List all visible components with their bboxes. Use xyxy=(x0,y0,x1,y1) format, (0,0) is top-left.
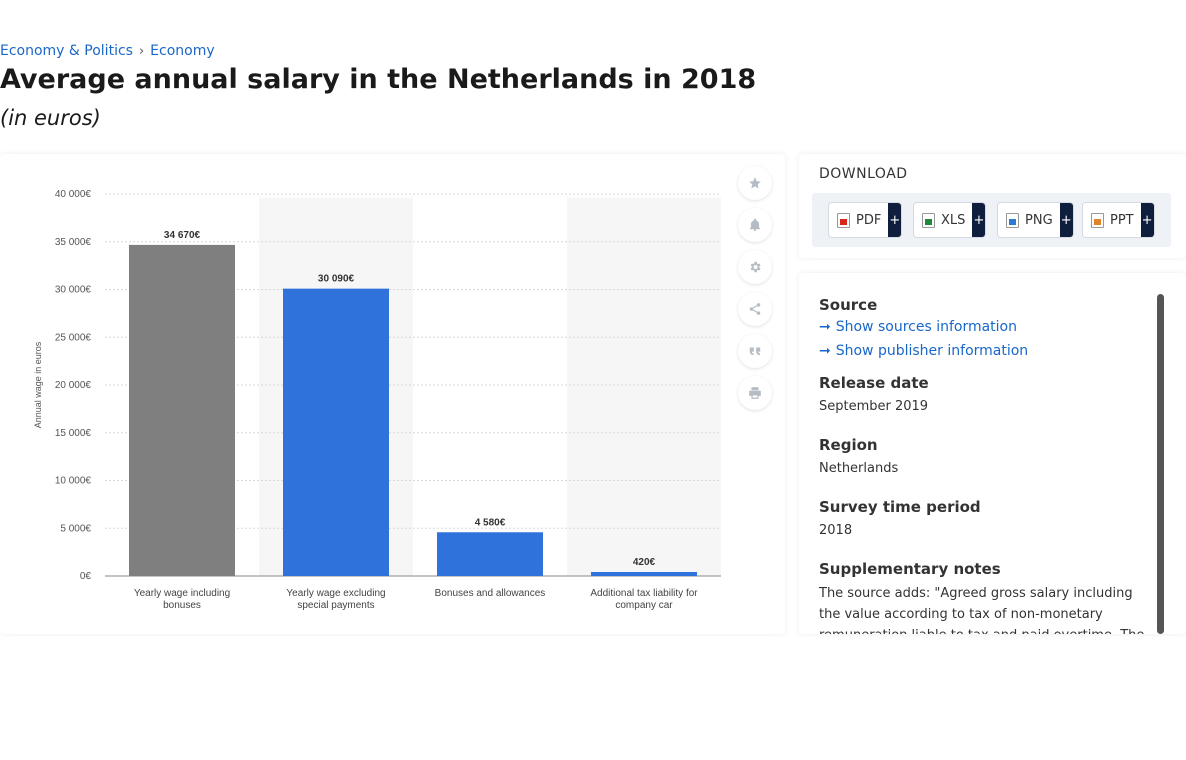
download-png-label: PNG xyxy=(1025,212,1053,228)
show-sources-label: Show sources information xyxy=(835,319,1017,335)
chart-toolbar xyxy=(738,166,772,410)
download-png-button[interactable]: PNG + xyxy=(998,203,1073,237)
y-tick-label: 35 000€ xyxy=(55,237,92,248)
settings-button[interactable] xyxy=(738,250,772,284)
download-pdf-button[interactable]: PDF + xyxy=(829,203,902,237)
download-xls-plus[interactable]: + xyxy=(972,203,986,237)
bar xyxy=(591,571,697,576)
x-tick-label: company car xyxy=(615,600,673,611)
star-icon xyxy=(749,177,761,189)
breadcrumb-economy[interactable]: Economy xyxy=(150,43,215,59)
breadcrumb-separator: › xyxy=(138,43,145,59)
y-tick-label: 30 000€ xyxy=(55,285,92,296)
show-publisher-label: Show publisher information xyxy=(835,343,1029,359)
chart-card: 0€ 5 000€ 10 000€ 15 000€ 20 000€ 25 000€ 30 0… xyxy=(0,154,785,634)
bar-chart: 0€ 5 000€ 10 000€ 15 000€ 20 000€ 25 000€ 30 0… xyxy=(33,189,721,611)
x-tick-label: Additional tax liability for xyxy=(590,588,698,599)
quote-icon xyxy=(749,347,761,356)
release-date-value: September 2019 xyxy=(819,399,929,414)
y-tick-label: 20 000€ xyxy=(55,380,92,391)
cite-button[interactable] xyxy=(738,334,772,368)
xls-file-icon xyxy=(922,212,935,228)
y-tick-label: 0€ xyxy=(80,571,92,582)
x-tick-label: special payments xyxy=(297,600,374,611)
ppt-file-icon xyxy=(1091,212,1104,228)
data-label: 420€ xyxy=(633,557,656,568)
y-tick-label: 10 000€ xyxy=(55,476,92,487)
info-card: Source ➞ Show sources information ➞ Show… xyxy=(799,273,1186,634)
notes-heading: Supplementary notes xyxy=(819,560,1001,578)
show-publisher-link[interactable]: ➞ Show publisher information xyxy=(819,339,1149,363)
info-scrollbar[interactable] xyxy=(1157,294,1164,634)
download-title: DOWNLOAD xyxy=(819,166,908,182)
y-tick-label: 5 000€ xyxy=(60,523,91,534)
download-xls-label: XLS xyxy=(941,212,966,228)
favorite-button[interactable] xyxy=(738,166,772,200)
arrow-right-icon: ➞ xyxy=(819,343,831,359)
share-icon xyxy=(749,303,761,315)
source-heading: Source xyxy=(819,296,878,314)
release-date-heading: Release date xyxy=(819,374,929,392)
category-band xyxy=(567,198,721,576)
breadcrumb: Economy & Politics › Economy xyxy=(0,43,215,59)
page-subtitle: (in euros) xyxy=(0,106,101,130)
download-buttons-row: PDF + XLS + PNG + PPT + xyxy=(812,193,1171,247)
x-tick-label: Bonuses and allowances xyxy=(435,588,546,599)
survey-period-heading: Survey time period xyxy=(819,498,981,516)
region-heading: Region xyxy=(819,436,878,454)
x-tick-label: bonuses xyxy=(163,600,201,611)
breadcrumb-economy-politics[interactable]: Economy & Politics xyxy=(0,43,133,59)
download-ppt-button[interactable]: PPT + xyxy=(1083,203,1154,237)
download-ppt-main: PPT xyxy=(1083,203,1141,237)
y-tick-label: 40 000€ xyxy=(55,189,92,200)
data-label: 30 090€ xyxy=(318,274,355,285)
x-tick-label: Yearly wage excluding xyxy=(286,588,385,599)
bell-icon xyxy=(749,218,761,231)
download-ppt-plus[interactable]: + xyxy=(1140,203,1154,237)
info-content: Source ➞ Show sources information ➞ Show… xyxy=(819,295,1149,634)
download-pdf-main: PDF xyxy=(829,203,888,237)
page-title: Average annual salary in the Netherlands… xyxy=(0,64,757,95)
y-tick-label: 15 000€ xyxy=(55,428,92,439)
png-file-icon xyxy=(1006,212,1019,228)
print-button[interactable] xyxy=(738,376,772,410)
notes-value: The source adds: "Agreed gross salary in… xyxy=(819,586,1144,634)
show-sources-link[interactable]: ➞ Show sources information xyxy=(819,315,1149,339)
download-xls-main: XLS xyxy=(914,203,972,237)
pdf-file-icon xyxy=(837,212,850,228)
share-button[interactable] xyxy=(738,292,772,326)
download-ppt-label: PPT xyxy=(1110,212,1134,228)
y-axis-title: Annual wage in euros xyxy=(33,341,43,428)
notification-button[interactable] xyxy=(738,208,772,242)
data-label: 34 670€ xyxy=(164,230,201,241)
download-pdf-label: PDF xyxy=(856,212,882,228)
bar xyxy=(129,244,235,576)
data-label: 4 580€ xyxy=(475,517,506,528)
survey-period-value: 2018 xyxy=(819,523,853,538)
download-png-plus[interactable]: + xyxy=(1059,203,1073,237)
download-xls-button[interactable]: XLS + xyxy=(914,203,986,237)
region-value: Netherlands xyxy=(819,461,899,476)
download-png-main: PNG xyxy=(998,203,1060,237)
arrow-right-icon: ➞ xyxy=(819,319,831,335)
x-tick-label: Yearly wage including xyxy=(134,588,230,599)
gear-icon xyxy=(750,261,761,273)
y-tick-label: 25 000€ xyxy=(55,332,92,343)
print-icon xyxy=(749,387,761,399)
bar xyxy=(283,288,389,576)
bar xyxy=(437,532,543,576)
download-pdf-plus[interactable]: + xyxy=(888,203,902,237)
download-card: DOWNLOAD PDF + XLS + PNG + xyxy=(799,154,1186,258)
